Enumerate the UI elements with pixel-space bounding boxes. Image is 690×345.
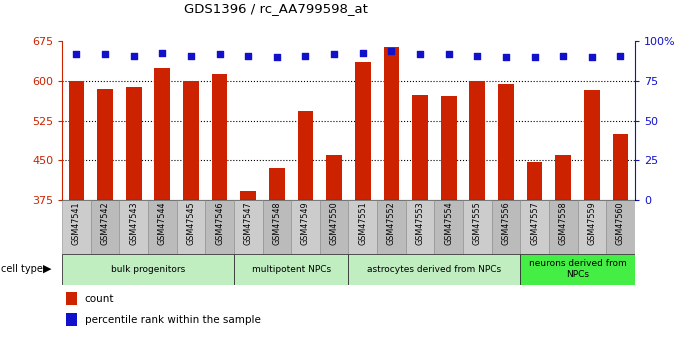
Point bbox=[243, 53, 254, 58]
Bar bbox=[355, 61, 371, 200]
Bar bbox=[549, 200, 578, 254]
Text: GSM47554: GSM47554 bbox=[444, 202, 453, 245]
Text: percentile rank within the sample: percentile rank within the sample bbox=[85, 315, 261, 325]
Bar bbox=[348, 254, 520, 285]
Bar bbox=[183, 80, 199, 200]
Bar bbox=[326, 155, 342, 200]
Text: GSM47546: GSM47546 bbox=[215, 202, 224, 245]
Bar bbox=[262, 200, 291, 254]
Bar bbox=[377, 200, 406, 254]
Bar bbox=[435, 200, 463, 254]
Text: GSM47544: GSM47544 bbox=[158, 202, 167, 245]
Point bbox=[615, 53, 626, 58]
Point bbox=[300, 53, 311, 58]
Text: ▶: ▶ bbox=[43, 264, 51, 274]
Bar bbox=[240, 190, 256, 200]
Bar bbox=[126, 87, 141, 200]
Point bbox=[71, 51, 82, 57]
Bar bbox=[155, 68, 170, 200]
Text: GSM47545: GSM47545 bbox=[186, 202, 195, 245]
Point bbox=[214, 51, 225, 57]
Text: bulk progenitors: bulk progenitors bbox=[111, 265, 185, 274]
Point bbox=[128, 53, 139, 58]
Bar bbox=[498, 84, 514, 200]
Point bbox=[558, 53, 569, 58]
Bar bbox=[348, 200, 377, 254]
Text: GSM47542: GSM47542 bbox=[101, 202, 110, 245]
Text: GSM47555: GSM47555 bbox=[473, 202, 482, 245]
Text: GSM47550: GSM47550 bbox=[330, 202, 339, 245]
Bar bbox=[520, 200, 549, 254]
Text: GSM47552: GSM47552 bbox=[387, 202, 396, 245]
Point bbox=[529, 55, 540, 60]
Bar bbox=[68, 81, 84, 200]
Point bbox=[415, 51, 426, 57]
Text: GSM47560: GSM47560 bbox=[616, 202, 625, 245]
Bar bbox=[319, 200, 348, 254]
Bar bbox=[578, 200, 606, 254]
Bar bbox=[234, 254, 348, 285]
Text: GSM47553: GSM47553 bbox=[415, 202, 424, 245]
Point bbox=[99, 51, 110, 57]
Bar bbox=[441, 96, 457, 200]
Point bbox=[157, 50, 168, 55]
Bar bbox=[406, 200, 434, 254]
Text: GSM47549: GSM47549 bbox=[301, 202, 310, 245]
Bar bbox=[206, 200, 234, 254]
Bar bbox=[469, 80, 485, 200]
Text: GDS1396 / rc_AA799598_at: GDS1396 / rc_AA799598_at bbox=[184, 2, 368, 15]
Bar bbox=[297, 111, 313, 200]
Bar bbox=[90, 200, 119, 254]
Text: GSM47543: GSM47543 bbox=[129, 202, 138, 245]
Bar bbox=[613, 134, 629, 200]
Bar bbox=[97, 89, 113, 200]
Bar bbox=[491, 200, 520, 254]
Bar bbox=[606, 200, 635, 254]
Bar bbox=[66, 313, 77, 326]
Bar bbox=[520, 254, 635, 285]
Point bbox=[586, 55, 598, 60]
Point bbox=[443, 51, 454, 57]
Bar bbox=[148, 200, 177, 254]
Bar bbox=[526, 162, 542, 200]
Text: GSM47558: GSM47558 bbox=[559, 202, 568, 245]
Bar bbox=[234, 200, 262, 254]
Bar bbox=[412, 95, 428, 200]
Text: GSM47559: GSM47559 bbox=[587, 202, 596, 245]
Text: GSM47557: GSM47557 bbox=[530, 202, 539, 245]
Bar bbox=[62, 254, 234, 285]
Bar bbox=[66, 292, 77, 305]
Text: multipotent NPCs: multipotent NPCs bbox=[252, 265, 331, 274]
Bar bbox=[555, 155, 571, 200]
Point bbox=[500, 55, 511, 60]
Text: neurons derived from
NPCs: neurons derived from NPCs bbox=[529, 259, 627, 279]
Bar bbox=[269, 168, 285, 200]
Point bbox=[472, 53, 483, 58]
Text: count: count bbox=[85, 294, 115, 304]
Bar bbox=[119, 200, 148, 254]
Bar bbox=[384, 47, 400, 200]
Text: GSM47547: GSM47547 bbox=[244, 202, 253, 245]
Bar bbox=[212, 74, 228, 200]
Text: cell type: cell type bbox=[1, 264, 43, 274]
Point bbox=[357, 50, 368, 55]
Bar bbox=[584, 90, 600, 200]
Text: astrocytes derived from NPCs: astrocytes derived from NPCs bbox=[367, 265, 502, 274]
Text: GSM47551: GSM47551 bbox=[358, 202, 367, 245]
Point bbox=[386, 48, 397, 54]
Point bbox=[186, 53, 197, 58]
Text: GSM47541: GSM47541 bbox=[72, 202, 81, 245]
Bar bbox=[62, 200, 90, 254]
Text: GSM47548: GSM47548 bbox=[273, 202, 282, 245]
Text: GSM47556: GSM47556 bbox=[502, 202, 511, 245]
Bar bbox=[463, 200, 491, 254]
Point bbox=[328, 51, 339, 57]
Bar bbox=[177, 200, 206, 254]
Bar bbox=[291, 200, 319, 254]
Point bbox=[271, 55, 282, 60]
